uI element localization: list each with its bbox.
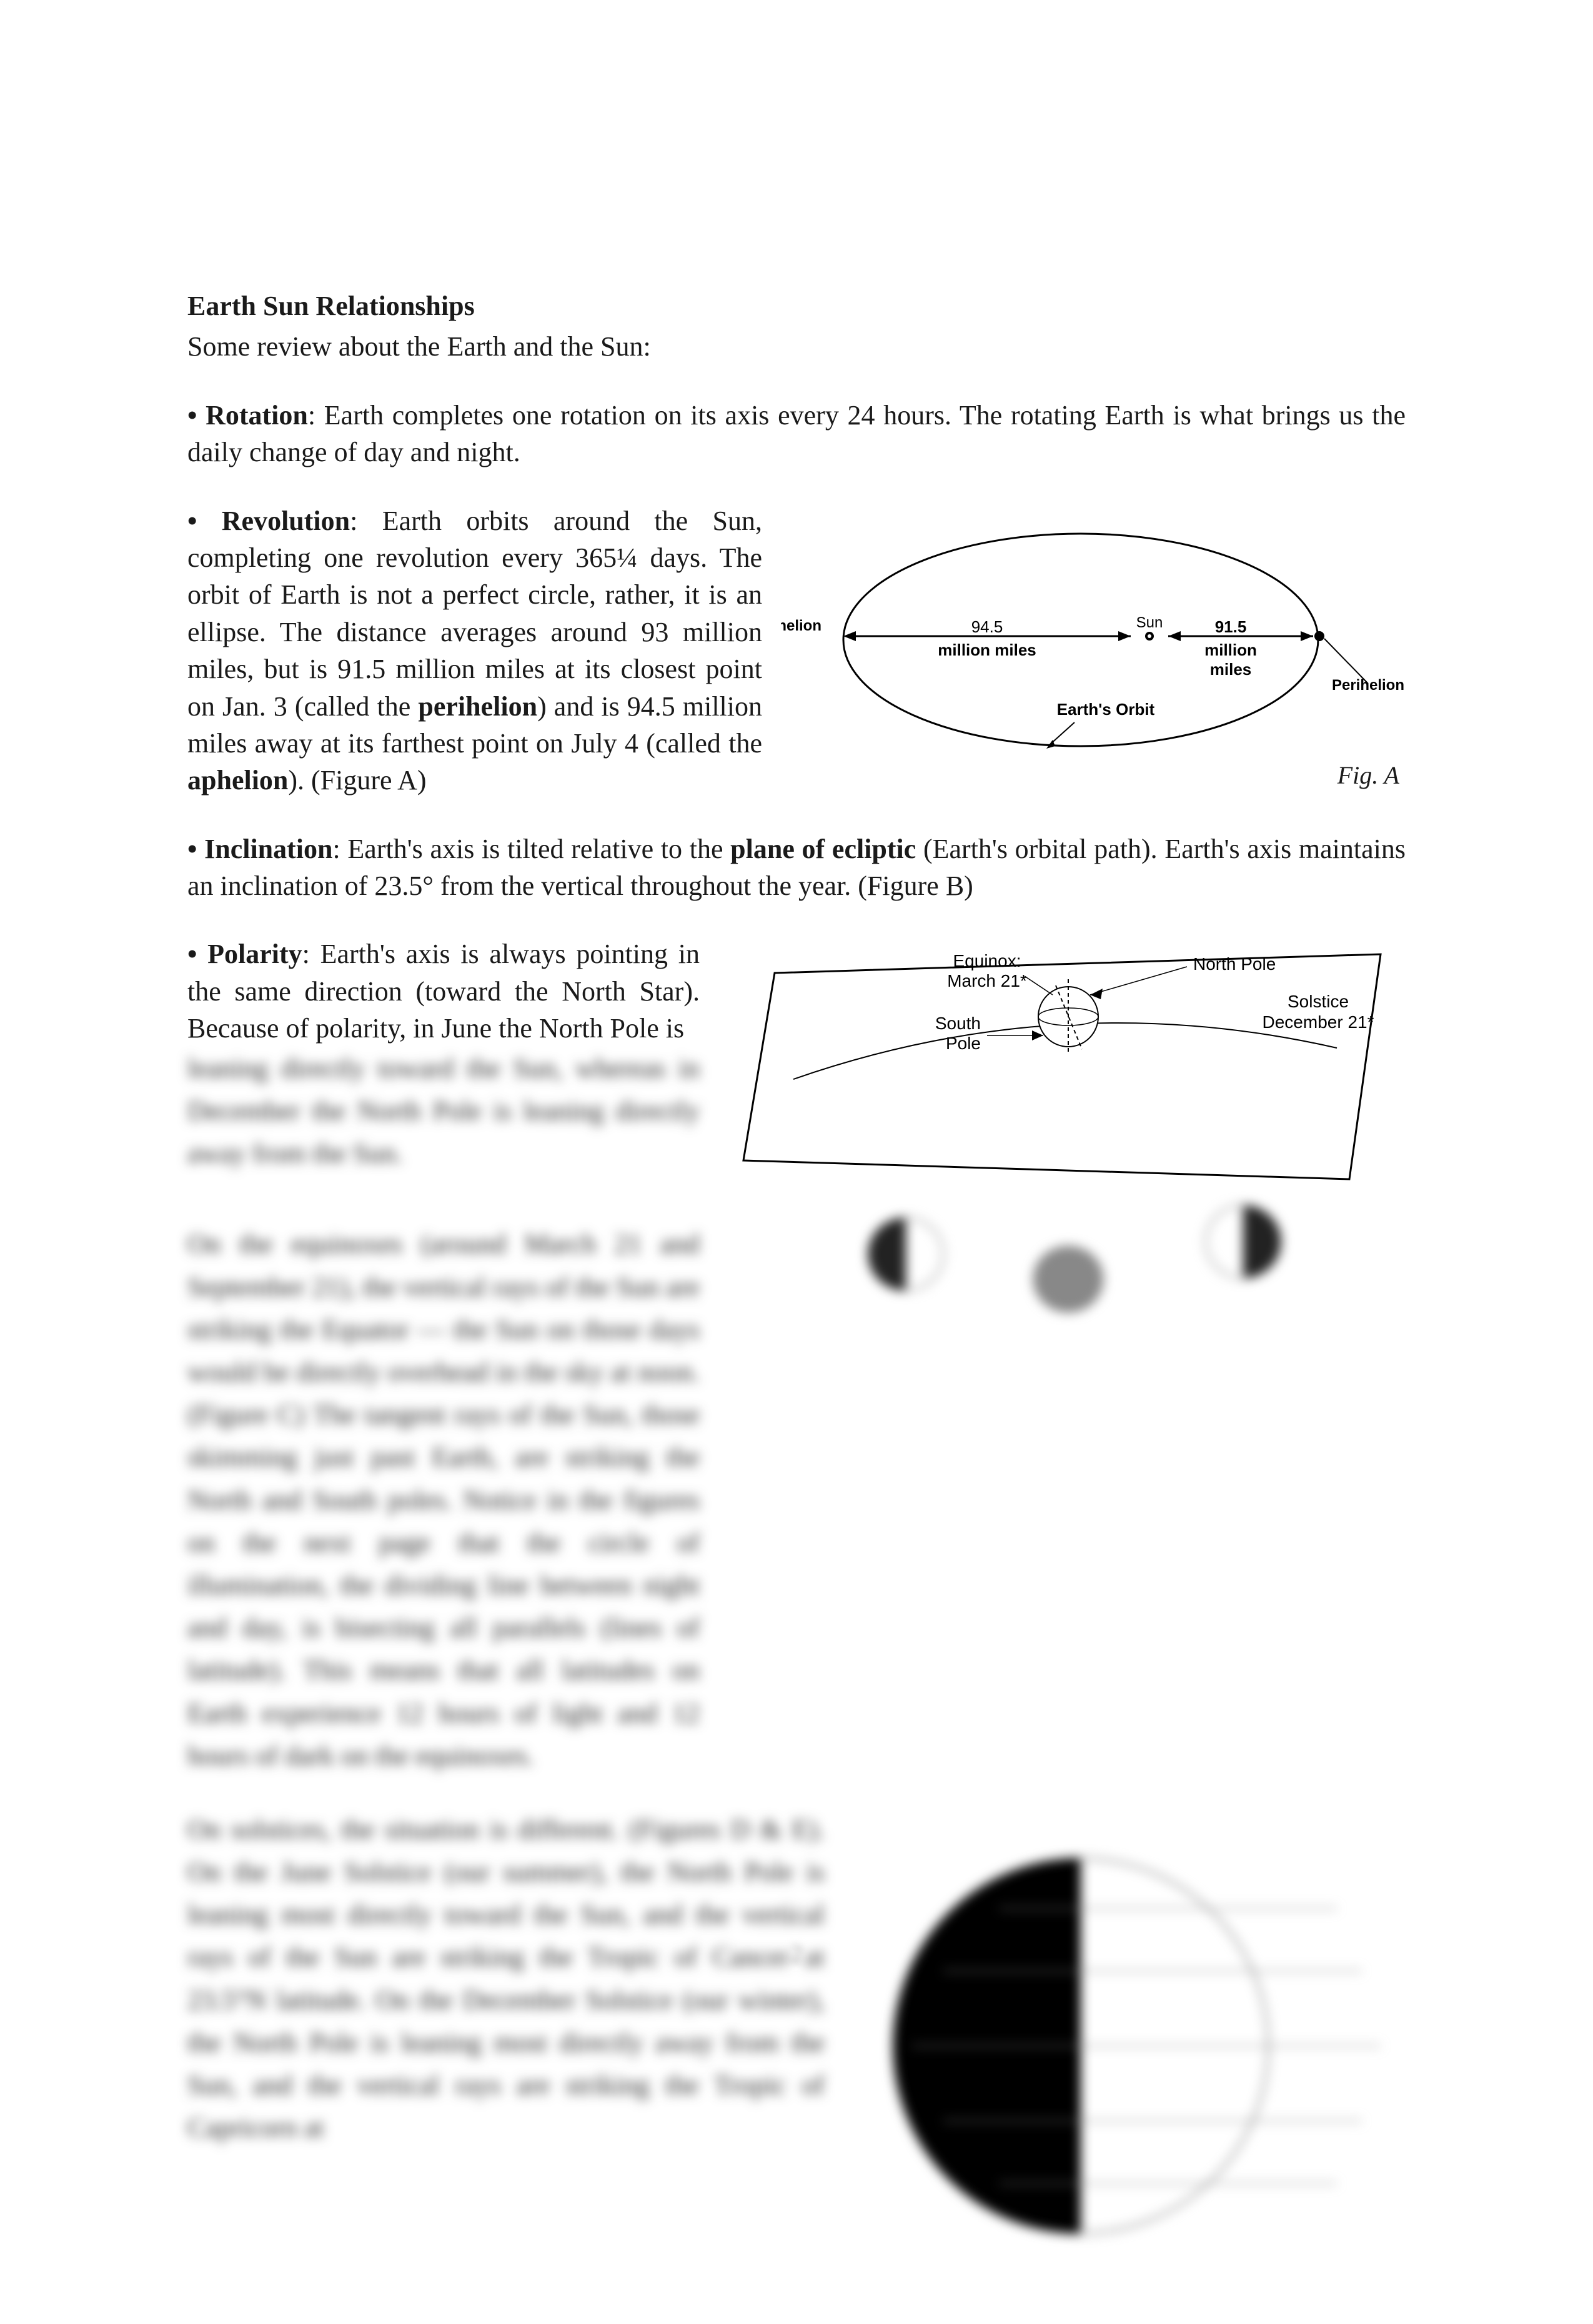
revolution-row: Revolution: Earth orbits around the Sun,… <box>187 502 1406 799</box>
perihelion-label: Perihelion <box>1332 677 1404 694</box>
page: Earth Sun Relationships Some review abou… <box>0 0 1593 2062</box>
bullet-inclination: Inclination: Earth's axis is tilted rela… <box>187 830 1406 905</box>
intro-line: Some review about the Earth and the Sun: <box>187 328 1406 365</box>
southpole-label-1: South <box>935 1014 981 1033</box>
equinox-label-1: Equinox: <box>953 951 1021 970</box>
polarity-label: Polarity <box>187 939 302 969</box>
polarity-text-col: Polarity: Earth's axis is always pointin… <box>187 935 700 1175</box>
figure-b-wrap: Equinox: March 21* North Pole South Pole… <box>718 935 1406 1198</box>
per-dist-bot2: miles <box>1210 660 1252 679</box>
southpole-label-2: Pole <box>946 1034 981 1053</box>
orbit-label: Earth's Orbit <box>1057 700 1155 719</box>
blurred-p2: On the equinoxes (around March 21 and Se… <box>187 1223 700 1777</box>
earth-equinox <box>1038 979 1098 1054</box>
figure-a: Sun Aphelion <box>781 502 1406 796</box>
solstice-label-2: December 21* <box>1263 1012 1374 1032</box>
aphelion-tip-icon <box>843 631 856 641</box>
blurred-left-3: On solstices, the situation is different… <box>187 1808 825 2150</box>
aphelion-arrow-head-icon <box>1118 631 1131 641</box>
revolution-text-col: Revolution: Earth orbits around the Sun,… <box>187 502 762 799</box>
figure-c <box>843 1808 1406 2293</box>
content-column: Earth Sun Relationships Some review abou… <box>187 287 1406 2324</box>
per-dist-bot: million <box>1204 641 1257 659</box>
blurred-region: On the equinoxes (around March 21 and Se… <box>187 1204 1406 2293</box>
perihelion-dot <box>1314 631 1324 641</box>
figure-a-wrap: Sun Aphelion <box>781 502 1406 796</box>
figure-b: Equinox: March 21* North Pole South Pole… <box>718 935 1406 1198</box>
rotation-text: : Earth completes one rotation on its ax… <box>187 400 1406 467</box>
inclination-label: Inclination <box>187 834 333 864</box>
bullet-rotation: Rotation: Earth completes one rotation o… <box>187 397 1406 471</box>
rotation-label: Rotation <box>187 400 308 431</box>
southpole-arrow-icon <box>1032 1030 1043 1040</box>
sun-dot-core <box>1148 634 1151 638</box>
equinox-leader <box>1025 976 1053 995</box>
figure-b-lower <box>718 1204 1406 1351</box>
revolution-bold1: perihelion <box>418 691 537 722</box>
aphelion-label: Aphelion <box>781 617 821 634</box>
blurred-left-2: On the equinoxes (around March 21 and Se… <box>187 1204 700 1777</box>
equinox-label-2: March 21* <box>947 971 1027 990</box>
blurred-p3: On solstices, the situation is different… <box>187 1808 825 2150</box>
figure-a-svg: Sun Aphelion <box>781 502 1406 796</box>
revolution-bold2: aphelion <box>187 765 288 795</box>
northpole-leader <box>1090 967 1187 995</box>
inclination-bold1: plane of ecliptic <box>730 834 916 864</box>
blurred-left-1-text: leaning directly toward the Sun, whereas… <box>187 1047 700 1175</box>
page-number: 2 <box>0 1939 1593 1968</box>
figure-a-caption: Fig. A <box>1337 759 1399 792</box>
aph-dist-top: 94.5 <box>971 617 1003 636</box>
solstice-label-1: Solstice <box>1288 992 1349 1011</box>
northpole-label: North Pole <box>1193 954 1276 974</box>
figure-b-lower-svg <box>718 1204 1406 1342</box>
perihelion-arrow-head-icon <box>1301 631 1313 641</box>
sun-label: Sun <box>1136 614 1163 631</box>
heading-title: Earth Sun Relationships <box>187 287 1406 324</box>
polarity-row: Polarity: Earth's axis is always pointin… <box>187 935 1406 1198</box>
aph-dist-bot: million miles <box>938 641 1036 659</box>
figure-c-svg <box>843 1808 1406 2283</box>
revolution-pre: : Earth orbits around the Sun, completin… <box>187 506 762 722</box>
inclination-pre: : Earth's axis is tilted relative to the <box>333 834 731 864</box>
per-dist-top: 91.5 <box>1215 617 1247 636</box>
revolution-label: Revolution <box>187 506 350 536</box>
blurred-left-1: leaning directly toward the Sun, whereas… <box>187 1047 700 1175</box>
perihelion-arrow-tail-icon <box>1168 631 1181 641</box>
figure-b-svg: Equinox: March 21* North Pole South Pole… <box>718 935 1406 1198</box>
revolution-post: ). (Figure A) <box>288 765 426 795</box>
